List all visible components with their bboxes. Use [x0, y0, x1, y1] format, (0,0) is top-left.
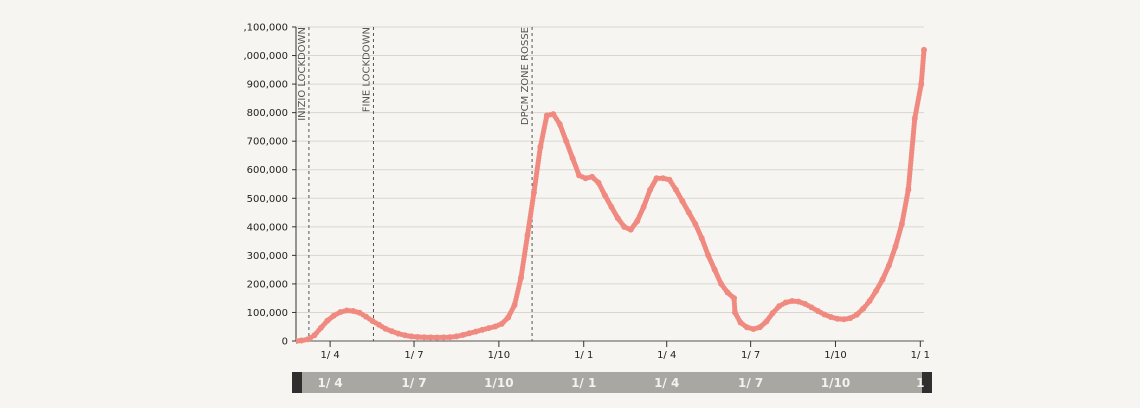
navigator-label: 1/ 7 — [738, 376, 763, 390]
grid — [296, 26, 924, 342]
y-axis: 0 100,000 200,000 300,000 400,000 500,000 600,… — [243, 23, 297, 348]
series-line — [296, 49, 925, 342]
y-tick-label: 300,000 — [247, 251, 288, 262]
navigator-label: 1 — [916, 376, 924, 390]
x-tick-label: 1/ 7 — [404, 350, 423, 361]
x-axis: 1/ 4 1/ 7 1/10 1/ 1 1/ 4 1/ 7 1/10 1/ 1 — [296, 340, 930, 361]
event-markers: INIZIO LOCKDOWN FINE LOCKDOWN DPCM ZONE RO… — [297, 27, 533, 341]
navigator-label: 1/ 1 — [571, 376, 596, 390]
data-point — [921, 46, 927, 53]
x-tick-label: 1/ 1 — [574, 350, 593, 361]
y-tick-label: 900,000 — [247, 80, 288, 91]
range-navigator[interactable]: 1/ 4 1/ 7 1/10 1/ 1 1/ 4 1/ 7 1/10 1 — [292, 372, 932, 393]
y-tick-label: 100,000 — [247, 308, 288, 319]
x-tick-label: 1/ 1 — [911, 350, 930, 361]
y-tick-label: 700,000 — [247, 137, 288, 148]
y-tick-label: ,000,000 — [243, 51, 288, 62]
event-label: DPCM ZONE ROSSE — [520, 27, 531, 125]
x-tick-label: 1/10 — [824, 350, 846, 361]
x-tick-label: 1/10 — [488, 350, 510, 361]
navigator-handle-right[interactable] — [922, 372, 932, 393]
x-tick-label: 1/ 4 — [657, 350, 676, 361]
navigator-label: 1/10 — [484, 376, 513, 390]
y-tick-label: 400,000 — [247, 222, 288, 233]
plot-area — [296, 46, 927, 344]
x-tick-label: 1/ 7 — [741, 350, 760, 361]
navigator-label: 1/ 4 — [317, 376, 342, 390]
y-tick-label: 0 — [282, 337, 288, 348]
y-tick-label: 200,000 — [247, 279, 288, 290]
event-label: FINE LOCKDOWN — [361, 27, 372, 112]
navigator-track[interactable] — [292, 372, 932, 393]
x-tick-label: 1/ 4 — [320, 350, 339, 361]
y-tick-label: ,100,000 — [243, 23, 288, 34]
y-tick-label: 600,000 — [247, 165, 288, 176]
navigator-label: 1/ 4 — [654, 376, 679, 390]
navigator-label: 1/ 7 — [401, 376, 426, 390]
event-label: INIZIO LOCKDOWN — [297, 27, 308, 121]
navigator-handle-left[interactable] — [292, 372, 302, 393]
navigator-label: 1/10 — [821, 376, 850, 390]
y-tick-label: 800,000 — [247, 108, 288, 119]
y-tick-label: 500,000 — [247, 194, 288, 205]
